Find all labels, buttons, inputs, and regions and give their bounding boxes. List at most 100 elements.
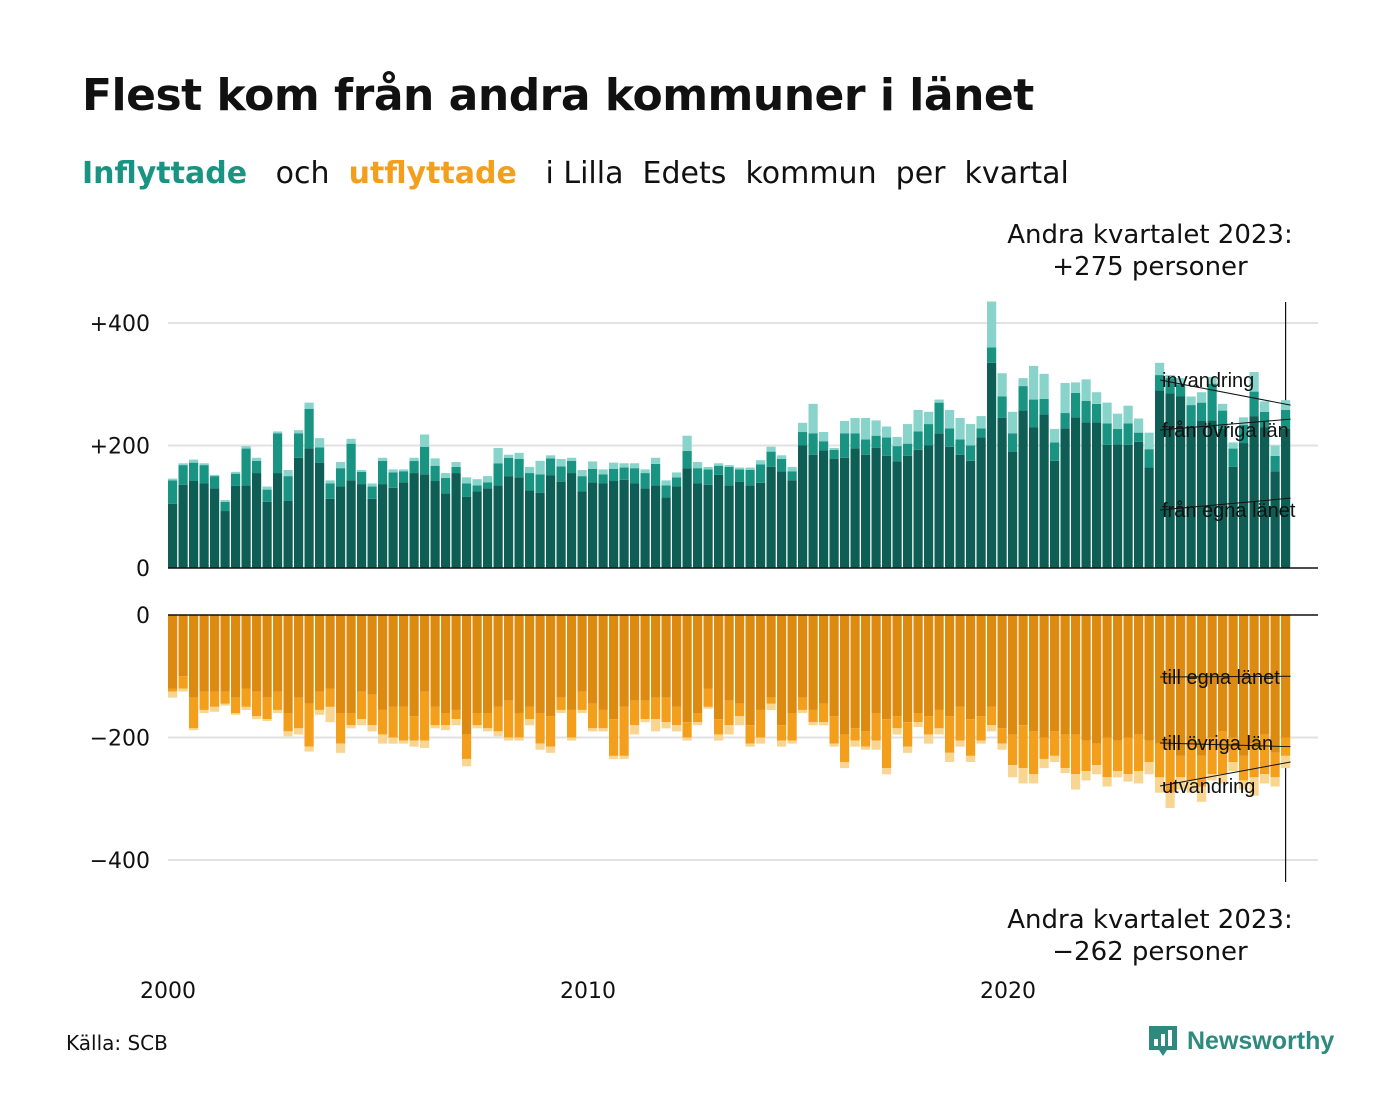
out-bar	[829, 716, 839, 744]
label-leader	[1159, 742, 1291, 748]
in-bar	[1239, 424, 1249, 444]
out-bar	[273, 691, 283, 710]
out-bar	[1060, 768, 1070, 774]
out-bar	[1123, 774, 1133, 782]
in-bar	[1218, 410, 1228, 429]
out-bar	[168, 688, 178, 692]
in-bar	[756, 482, 766, 568]
out-bar	[304, 703, 314, 747]
in-bar	[714, 474, 724, 568]
out-bar	[682, 615, 692, 723]
in-bar	[1165, 378, 1175, 394]
in-bar	[787, 480, 797, 568]
newsworthy-logo[interactable]: Newsworthy	[1147, 1024, 1334, 1058]
out-bar	[367, 694, 377, 726]
out-bar	[304, 615, 314, 704]
in-bar	[241, 448, 251, 486]
in-bar	[399, 482, 409, 568]
out-bar	[1050, 755, 1060, 762]
in-bar	[1029, 427, 1039, 568]
in-bar	[189, 462, 199, 482]
in-bar	[451, 473, 461, 568]
segment-labels: invandring från övriga län från egna länet…	[1159, 370, 1296, 798]
out-bar	[966, 719, 976, 756]
in-bar	[714, 465, 724, 475]
out-bar	[934, 728, 944, 735]
out-bar	[346, 725, 356, 729]
in-bar	[231, 471, 241, 474]
in-bar	[1081, 400, 1091, 423]
in-bar	[766, 466, 776, 568]
out-bar	[672, 725, 682, 732]
in-bar	[304, 448, 314, 568]
in-bar	[987, 301, 997, 348]
out-bar	[892, 716, 902, 729]
out-bar	[483, 728, 493, 732]
out-bar	[1102, 737, 1112, 778]
out-bar	[273, 709, 283, 713]
in-bar	[1113, 413, 1123, 429]
in-bar	[178, 484, 188, 568]
in-bar	[798, 422, 808, 433]
in-bar	[283, 500, 293, 568]
out-bar	[714, 719, 724, 735]
in-bar	[556, 466, 566, 482]
in-bar	[1270, 445, 1280, 456]
out-bar	[850, 728, 860, 741]
out-bar	[924, 615, 934, 717]
callout-bottom-line2: −262 personer	[1052, 937, 1248, 967]
in-bar	[273, 431, 283, 434]
out-bar	[493, 706, 503, 732]
out-bar	[420, 740, 430, 748]
in-bar	[451, 462, 461, 467]
in-bar	[630, 483, 640, 568]
out-bar	[913, 722, 923, 728]
out-bar	[525, 615, 535, 707]
in-bar	[357, 484, 367, 568]
out-bar	[420, 615, 430, 692]
in-bar	[1207, 420, 1217, 568]
out-bar	[346, 615, 356, 713]
in-bar	[430, 481, 440, 568]
in-bar	[1134, 432, 1144, 442]
in-bar	[1123, 444, 1133, 568]
in-bar	[724, 465, 734, 467]
in-bar	[829, 458, 839, 568]
out-bar	[1039, 758, 1049, 769]
out-bar	[966, 615, 976, 720]
in-bar	[640, 473, 650, 489]
out-bar	[672, 615, 682, 707]
out-bar	[535, 713, 545, 744]
out-bar	[294, 697, 304, 729]
in-bar	[924, 424, 934, 446]
source-note: Källa: SCB	[66, 1031, 168, 1055]
in-bar	[840, 421, 850, 434]
in-bar	[1260, 411, 1270, 428]
in-bar	[871, 447, 881, 568]
in-bar	[1060, 428, 1070, 568]
in-bar	[934, 399, 944, 403]
in-bar	[1165, 375, 1175, 379]
out-bar	[1113, 615, 1123, 741]
in-bar	[861, 439, 871, 455]
out-bar	[504, 615, 514, 701]
in-bar	[871, 420, 881, 436]
subtitle-och: och	[275, 156, 330, 191]
out-bar	[262, 719, 272, 721]
out-bar	[630, 700, 640, 726]
out-bar	[651, 719, 661, 732]
out-bar	[1197, 786, 1207, 802]
in-bar	[294, 433, 304, 458]
out-bar	[1071, 734, 1081, 775]
in-bar	[913, 449, 923, 568]
out-bar	[945, 752, 955, 762]
in-bar	[598, 469, 608, 475]
in-bar	[1228, 448, 1238, 467]
out-bar	[1176, 777, 1186, 790]
out-bar	[199, 709, 209, 713]
in-bar	[661, 497, 671, 568]
in-bar	[892, 446, 902, 462]
in-bar	[168, 503, 178, 568]
out-bar	[1018, 768, 1028, 784]
out-bar	[577, 615, 587, 692]
